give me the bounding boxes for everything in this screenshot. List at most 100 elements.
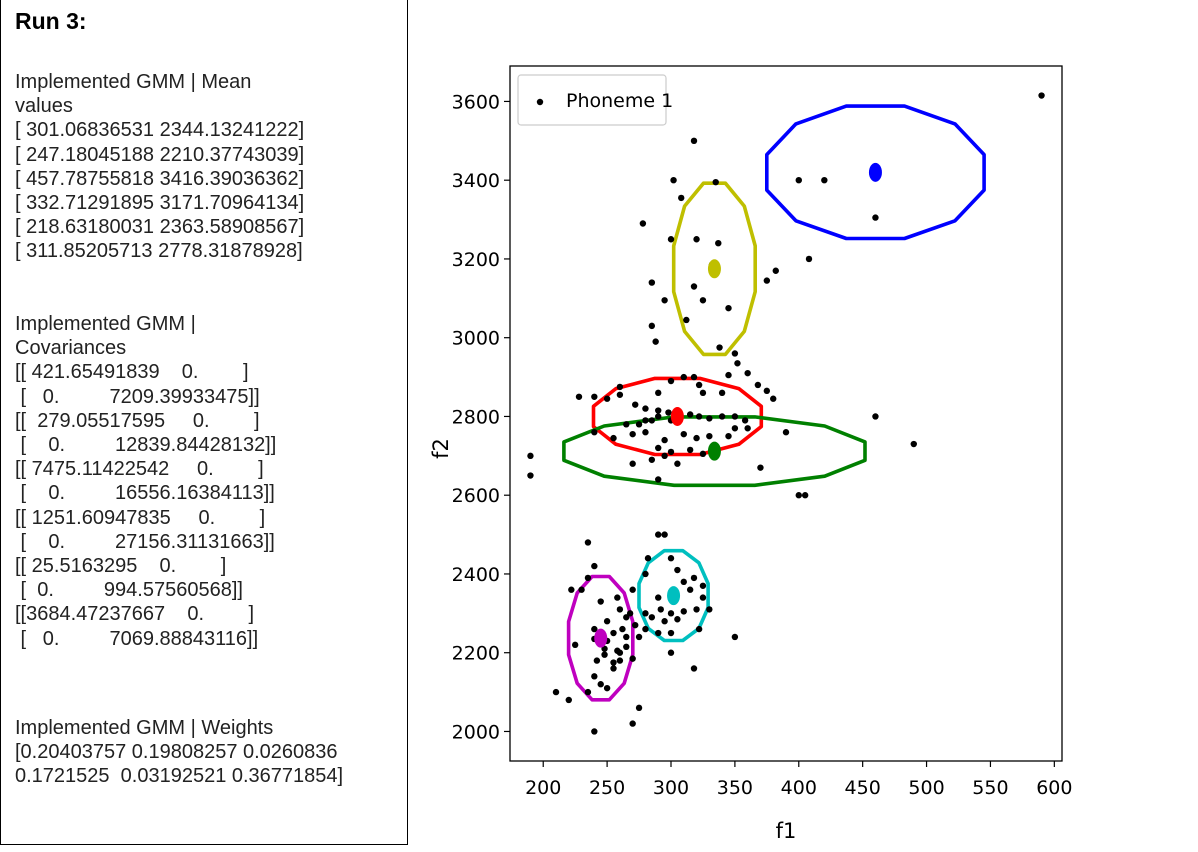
data-point xyxy=(763,387,771,395)
data-point xyxy=(821,176,828,184)
component-mean-marker xyxy=(707,259,721,279)
data-point xyxy=(667,236,675,243)
text-line: [[3684.47237667 0. ] xyxy=(15,603,255,626)
data-point xyxy=(661,531,668,538)
data-point xyxy=(690,665,698,672)
data-point xyxy=(718,389,726,397)
data-point xyxy=(632,621,639,629)
data-point xyxy=(667,555,675,562)
data-point xyxy=(715,239,722,247)
text-line: [ 247.18045188 2210.37743039] xyxy=(15,143,305,166)
y-tick-label: 2800 xyxy=(452,406,500,428)
text-line: Implemented GMM | Mean xyxy=(15,71,252,93)
data-point xyxy=(706,606,713,613)
data-point xyxy=(652,338,659,345)
data-point xyxy=(629,430,636,438)
data-point xyxy=(744,425,751,432)
data-point xyxy=(690,137,698,145)
data-point xyxy=(744,369,751,377)
data-point xyxy=(584,539,592,546)
data-point xyxy=(655,444,662,452)
component-contour xyxy=(591,376,764,457)
y-tick-label: 2200 xyxy=(452,643,500,665)
data-point xyxy=(693,434,700,442)
y-tick-label: 3400 xyxy=(452,170,500,192)
data-point xyxy=(763,277,771,284)
x-tick-label: 200 xyxy=(525,777,561,799)
data-point xyxy=(686,446,694,454)
plot-frame xyxy=(509,65,1063,762)
data-point xyxy=(801,492,809,499)
data-point xyxy=(695,381,703,389)
data-point xyxy=(795,176,802,184)
y-tick-label: 3000 xyxy=(452,328,500,350)
data-point xyxy=(614,594,621,601)
data-point xyxy=(795,492,802,499)
data-point xyxy=(680,578,687,586)
data-point xyxy=(629,655,636,662)
data-point xyxy=(706,432,713,440)
data-point xyxy=(706,415,713,422)
data-point xyxy=(805,255,813,263)
data-point xyxy=(648,456,656,463)
data-point xyxy=(623,633,630,641)
component-contour xyxy=(671,181,758,357)
component-contour xyxy=(562,415,867,488)
data-point xyxy=(731,633,739,641)
x-tick-label: 400 xyxy=(781,777,817,799)
data-point xyxy=(610,659,617,666)
data-point xyxy=(603,618,611,625)
y-tick-label: 3200 xyxy=(452,249,500,271)
data-point xyxy=(635,633,643,641)
data-point xyxy=(690,283,698,290)
data-point xyxy=(731,350,739,357)
data-point xyxy=(616,391,624,398)
component-mean-marker xyxy=(868,162,882,182)
data-point xyxy=(648,417,656,424)
data-point xyxy=(623,643,630,651)
data-point xyxy=(642,405,649,412)
component-means xyxy=(594,162,882,648)
y-axis-label: f2 xyxy=(429,438,453,459)
data-point xyxy=(593,657,601,664)
data-point xyxy=(731,425,739,432)
data-point xyxy=(601,651,608,658)
data-point xyxy=(616,606,624,613)
data-point xyxy=(635,704,643,712)
x-tick-label: 600 xyxy=(1036,777,1072,799)
legend-box xyxy=(517,74,667,126)
data-point xyxy=(642,429,649,436)
data-point xyxy=(591,562,598,570)
data-point xyxy=(910,440,917,448)
data-point xyxy=(597,681,604,688)
data-point xyxy=(667,448,675,456)
data-point xyxy=(725,371,732,379)
data-point xyxy=(655,531,662,538)
data-point xyxy=(725,304,732,312)
data-point xyxy=(665,409,672,416)
data-point xyxy=(872,413,879,420)
data-point xyxy=(686,586,694,593)
data-point xyxy=(667,629,675,637)
data-point xyxy=(695,625,703,633)
text-line: [[ 7475.11422542 0. ] xyxy=(15,458,264,481)
data-point xyxy=(642,625,649,633)
text-line: [ 311.85205713 2778.31878928] xyxy=(15,240,303,263)
covariances-block: Implemented GMM | Covariances[[ 421.65491… xyxy=(15,312,276,651)
text-line: [ 0. 7069.88843116]] xyxy=(15,627,259,650)
y-tick-label: 2600 xyxy=(452,485,500,507)
data-point xyxy=(626,610,634,617)
data-point xyxy=(575,393,583,400)
data-point xyxy=(603,684,611,692)
data-point xyxy=(693,606,700,613)
x-tick-label: 500 xyxy=(908,777,944,799)
data-point xyxy=(616,657,624,664)
data-point xyxy=(674,616,681,623)
data-point xyxy=(695,413,703,420)
data-point xyxy=(527,452,534,460)
data-point xyxy=(597,598,604,605)
text-line: values xyxy=(15,95,73,118)
data-point xyxy=(565,696,572,704)
data-point xyxy=(619,625,626,633)
data-point xyxy=(699,389,707,397)
